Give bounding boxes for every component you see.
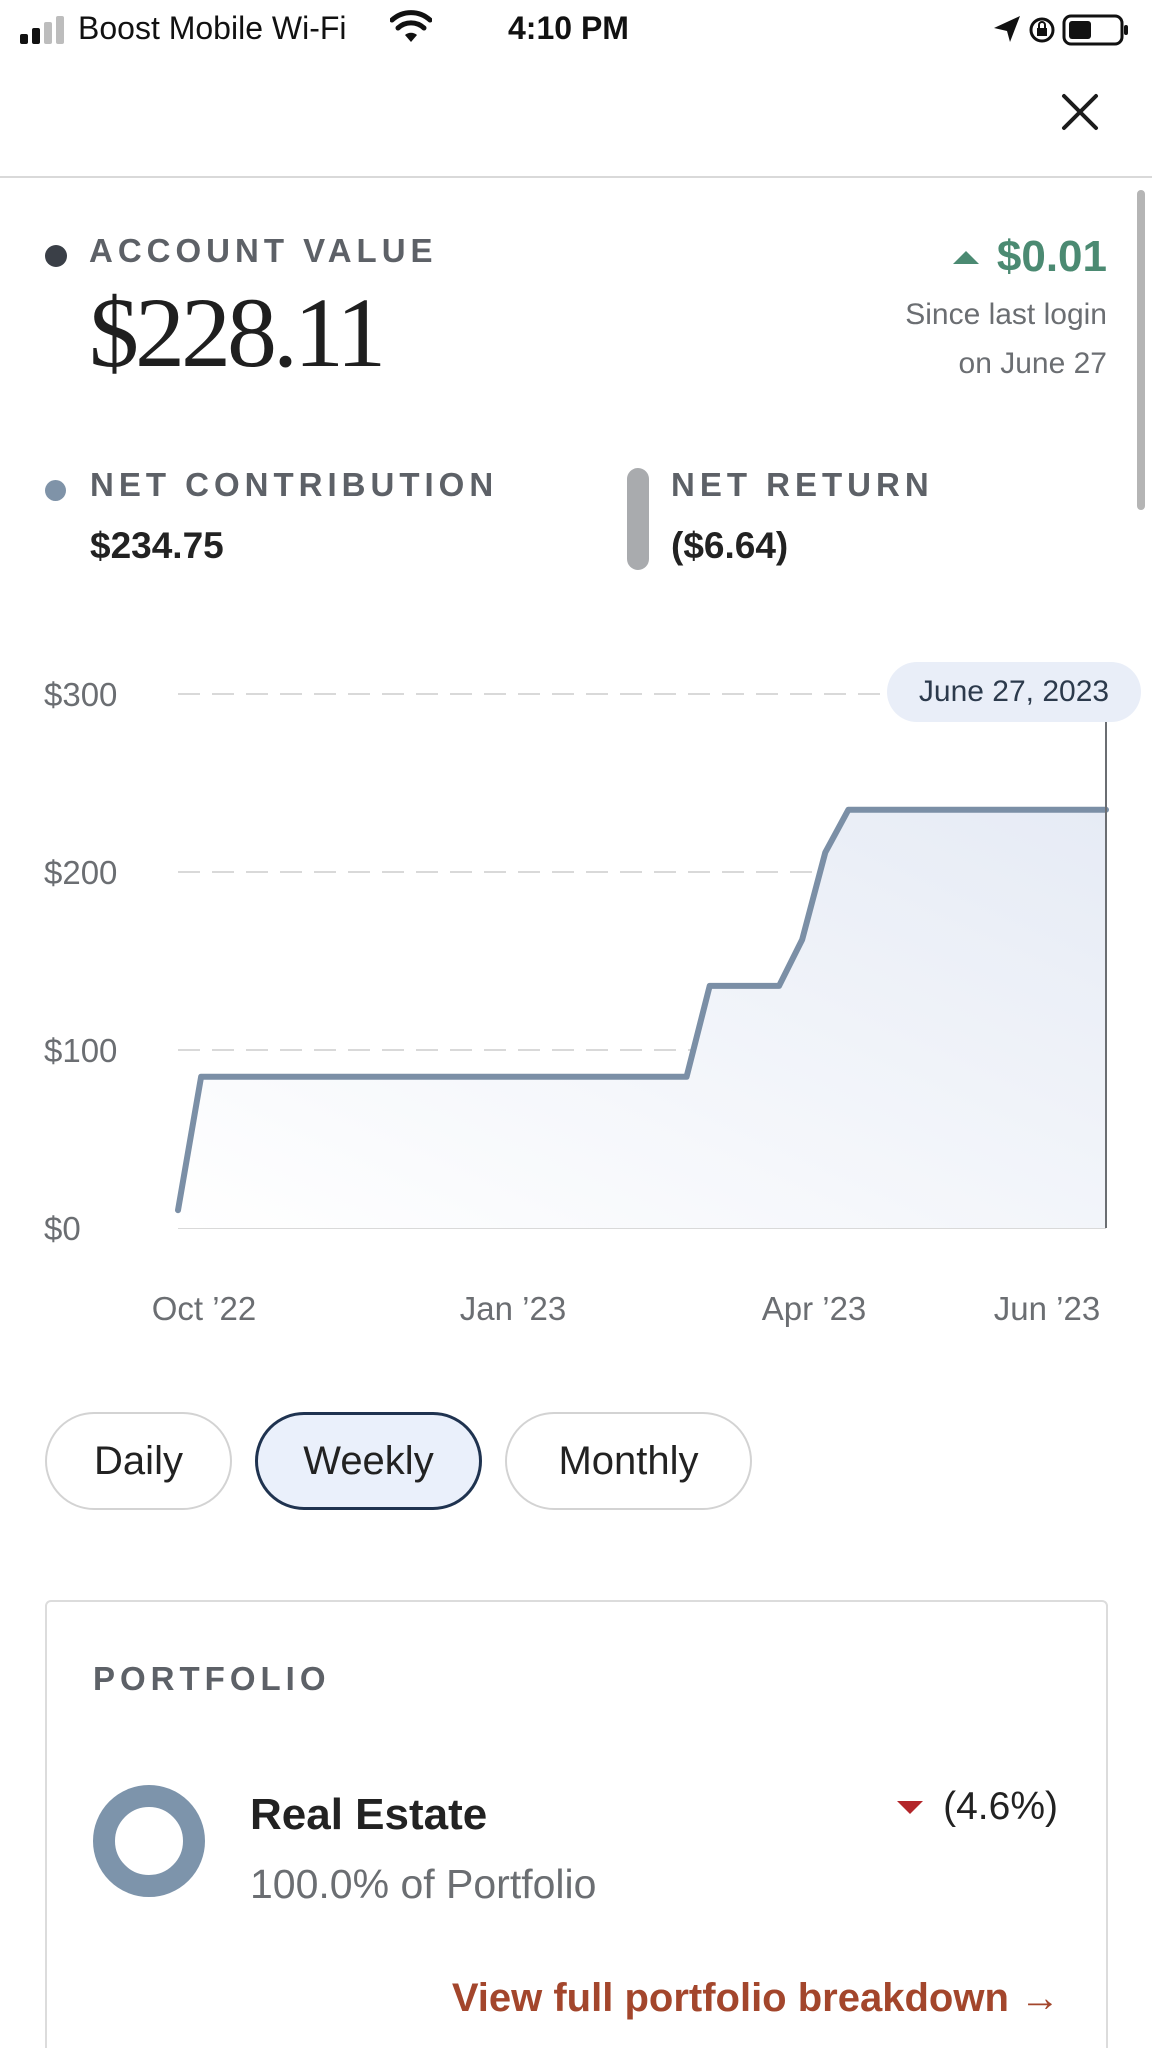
- holding-change-value: (4.6%): [943, 1785, 1058, 1828]
- carrier-name: Boost Mobile Wi-Fi: [78, 10, 347, 46]
- data-point: [177, 1209, 179, 1211]
- donut-chart-icon: [93, 1785, 205, 1897]
- portfolio-card: PORTFOLIO Real Estate 100.0% of Portfoli…: [45, 1600, 1108, 2048]
- y-tick-label: $200: [44, 854, 117, 891]
- chart-tooltip: June 27, 2023: [887, 662, 1141, 722]
- portfolio-label: PORTFOLIO: [93, 1660, 331, 1697]
- weekly-toggle[interactable]: Weekly: [255, 1412, 482, 1510]
- header: [0, 60, 1152, 178]
- data-point: [847, 809, 849, 811]
- x-tick-label: Oct ’22: [152, 1290, 257, 1327]
- chart-area: [178, 809, 1106, 1228]
- daily-toggle[interactable]: Daily: [45, 1412, 232, 1510]
- battery-icon: [1062, 14, 1128, 46]
- orientation-lock-icon: [1029, 17, 1055, 43]
- location-arrow-icon: [994, 16, 1020, 42]
- account-chart[interactable]: $300 $200 $100 $0 Oct ’22 Jan ’23 Apr ’23 Jun ’…: [0, 640, 1152, 1340]
- y-tick-label: $0: [44, 1210, 81, 1247]
- net-return-value: ($6.64): [671, 525, 789, 566]
- status-icons: [994, 14, 1128, 46]
- signal-icon: [20, 14, 66, 44]
- data-point: [686, 1076, 688, 1078]
- account-value-label: ACCOUNT VALUE: [89, 232, 438, 269]
- monthly-toggle[interactable]: Monthly: [505, 1412, 752, 1510]
- x-tick-label: Apr ’23: [762, 1290, 867, 1327]
- net-contribution-value: $234.75: [90, 525, 224, 566]
- data-point: [200, 1076, 202, 1078]
- portfolio-breakdown-link[interactable]: View full portfolio breakdown →: [451, 1976, 1060, 2020]
- net-contribution-label: NET CONTRIBUTION: [90, 466, 499, 503]
- down-arrow-icon: [897, 1800, 924, 1814]
- wifi-icon: [390, 10, 432, 42]
- change-since-login: $0.01 Since last login on June 27: [905, 232, 1107, 388]
- net-contribution-dot: [45, 480, 66, 501]
- close-icon[interactable]: [1060, 92, 1100, 132]
- clock: 4:10 PM: [508, 10, 629, 46]
- net-return-marker: [627, 468, 649, 570]
- data-point: [801, 939, 803, 941]
- change-note-line1: Since last login: [905, 298, 1107, 331]
- account-value-dot: [45, 245, 67, 267]
- change-value: $0.01: [996, 232, 1107, 281]
- scrollbar[interactable]: [1137, 190, 1145, 510]
- y-tick-label: $100: [44, 1032, 117, 1069]
- x-tick-label: Jan ’23: [460, 1290, 566, 1327]
- net-return-label: NET RETURN: [671, 466, 934, 503]
- holding-change: (4.6%): [897, 1785, 1058, 1829]
- status-bar: Boost Mobile Wi-Fi 4:10 PM: [0, 0, 1152, 60]
- up-arrow-icon: [952, 250, 979, 264]
- holding-share: 100.0% of Portfolio: [250, 1861, 597, 1907]
- holding-name: Real Estate: [250, 1790, 488, 1839]
- chart-svg: $300 $200 $100 $0 Oct ’22 Jan ’23 Apr ’23 Jun ’…: [44, 676, 1109, 1327]
- data-point: [778, 985, 780, 987]
- data-point: [824, 851, 826, 853]
- y-tick-label: $300: [44, 676, 117, 713]
- data-point: [709, 985, 711, 987]
- change-note-line2: on June 27: [958, 347, 1107, 380]
- x-tick-label: Jun ’23: [994, 1290, 1100, 1327]
- account-value: $228.11: [89, 277, 386, 388]
